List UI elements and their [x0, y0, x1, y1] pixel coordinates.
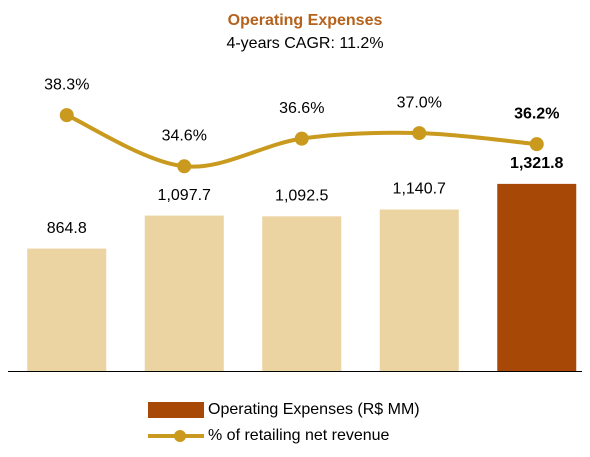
line-marker: [59, 108, 74, 123]
legend-label: % of retailing net revenue: [208, 427, 390, 444]
line-value-label: 34.6%: [162, 128, 207, 145]
bar: [262, 216, 342, 371]
legend-label: Operating Expenses (R$ MM): [208, 401, 420, 418]
chart-subtitle: 4-years CAGR: 11.2%: [226, 35, 383, 52]
line-value-label: 36.2%: [514, 105, 559, 122]
bar: [379, 209, 459, 371]
line-value-label: 36.6%: [279, 100, 324, 117]
bar: [27, 248, 107, 371]
bar-value-label: 1,092.5: [275, 188, 328, 205]
legend-swatch: [148, 402, 204, 418]
line-marker: [529, 137, 544, 152]
bar-value-label: 1,321.8: [510, 155, 563, 172]
bar: [497, 183, 577, 371]
chart-title: Operating Expenses: [228, 12, 383, 29]
line-marker: [412, 126, 427, 141]
line-marker: [294, 131, 309, 146]
line-value-label: 37.0%: [397, 94, 442, 111]
bar-value-label: 864.8: [47, 220, 87, 237]
legend-swatch: [174, 430, 186, 442]
bar: [144, 215, 224, 371]
line-value-label: 38.3%: [44, 76, 89, 93]
bar-value-label: 1,097.7: [158, 187, 211, 204]
bar-value-label: 1,140.7: [393, 181, 446, 198]
line-marker: [177, 159, 192, 174]
